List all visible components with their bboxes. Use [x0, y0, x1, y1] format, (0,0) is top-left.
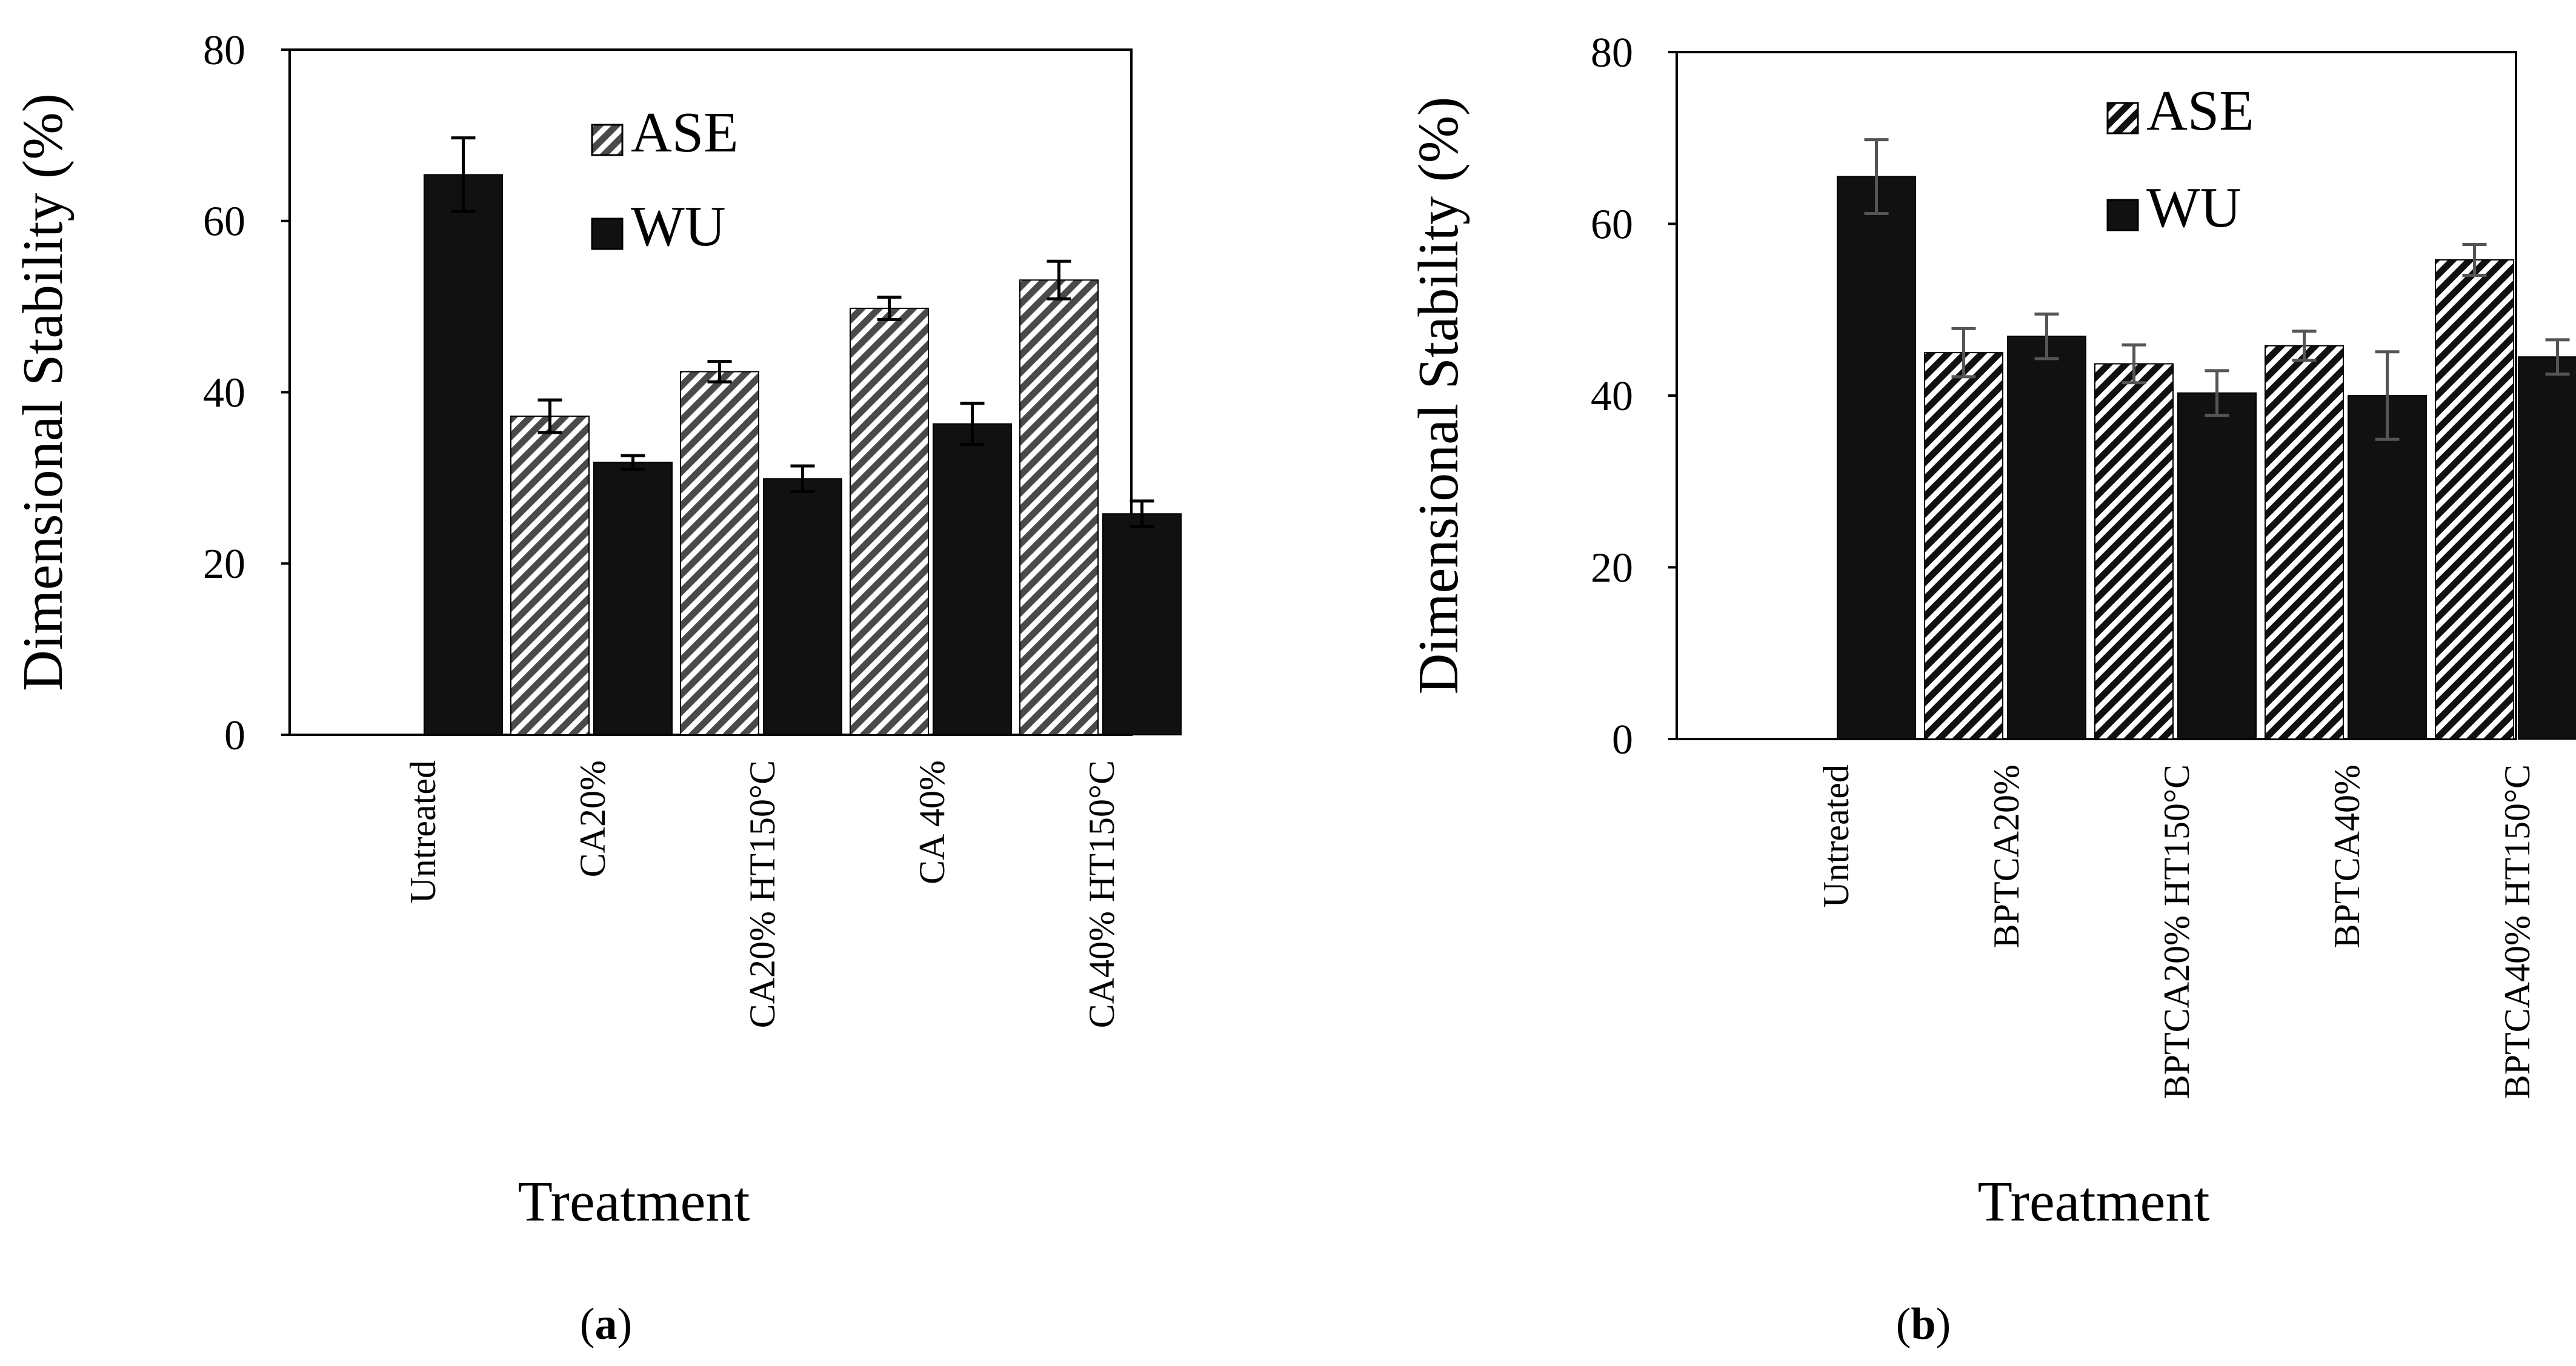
legend-wu-label: WU: [2146, 176, 2242, 239]
bar-wu-3: [2177, 392, 2257, 740]
y-tick-label: 0: [224, 712, 245, 759]
bar-wu-2: [593, 462, 673, 735]
chart-panel-b: 0 20 40 60 80 Untreated BPTCA20% BPTCA20% HT150…: [1407, 30, 2576, 1349]
y-tick-label: 20: [1591, 545, 1633, 591]
x-category-label: CA40% HT150°C: [1082, 760, 1122, 1028]
bar-wu-4: [2348, 395, 2427, 740]
panel-label-open: (: [1896, 1299, 1911, 1349]
bar-wu-1: [1837, 176, 1916, 740]
chart-panel-a: 0 20 40 60 80 Untreated CA20% CA20% HT150°C CA 4…: [12, 27, 1182, 1349]
bar-ase-5: [2435, 259, 2514, 740]
legend-ase-label: ASE: [631, 101, 739, 164]
x-category-label: Untreated: [403, 760, 443, 904]
bar-wu-1: [424, 174, 503, 736]
y-tick-label: 20: [203, 541, 245, 588]
panel-label-letter: b: [1911, 1299, 1935, 1349]
bar-ase-3: [680, 371, 759, 735]
y-tick-label: 40: [1591, 373, 1633, 420]
panel-label: (b): [1896, 1299, 1951, 1349]
x-axis-title: Treatment: [518, 1170, 750, 1233]
x-category-label: CA 40%: [912, 760, 952, 884]
panel-label-letter: a: [595, 1299, 617, 1349]
bar-wu-3: [763, 478, 842, 735]
bar-wu-5: [2518, 356, 2576, 740]
legend-ase-label: ASE: [2146, 79, 2254, 142]
x-axis-title: Treatment: [1978, 1170, 2210, 1233]
x-category-label: BPTCA20% HT150°C: [2157, 764, 2197, 1099]
bar-ase-2: [1924, 352, 2003, 740]
y-tick-label: 60: [203, 199, 245, 245]
legend-wu-swatch: [591, 217, 624, 250]
bar-ase-5: [1019, 279, 1099, 735]
y-axis-title: Dimensional Stability (%): [1407, 97, 1470, 695]
x-category-label: Untreated: [1816, 764, 1856, 908]
bar-ase-2: [510, 416, 590, 735]
y-tick-label: 0: [1612, 717, 1633, 763]
panel-label-open: (: [580, 1299, 595, 1349]
y-tick-label: 60: [1591, 201, 1633, 248]
x-category-label: BPTCA40%: [2327, 764, 2367, 948]
panel-label-close: ): [1936, 1299, 1951, 1349]
bar-ase-4: [2265, 345, 2344, 740]
y-tick-label: 80: [1591, 30, 1633, 76]
bar-wu-5: [1102, 513, 1182, 735]
panel-label: (a): [580, 1299, 632, 1349]
y-tick-label: 80: [203, 27, 245, 74]
x-category-label: CA20%: [573, 760, 613, 877]
bar-wu-4: [933, 423, 1012, 735]
y-tick-label: 40: [203, 370, 245, 416]
legend-ase-swatch: [2106, 102, 2139, 134]
legend-wu-swatch: [2106, 199, 2139, 231]
bar-ase-4: [850, 307, 929, 735]
panel-label-close: ): [617, 1299, 633, 1349]
legend-ase-swatch: [591, 124, 624, 156]
x-category-label: BPTCA40% HT150°C: [2497, 764, 2537, 1099]
legend-wu-label: WU: [631, 195, 726, 258]
bar-ase-3: [2094, 363, 2174, 740]
x-category-label: BPTCA20%: [1986, 764, 2026, 948]
bar-wu-2: [2007, 336, 2086, 740]
x-category-label: CA20% HT150°C: [742, 760, 782, 1028]
y-axis-title: Dimensional Stability (%): [12, 93, 75, 691]
